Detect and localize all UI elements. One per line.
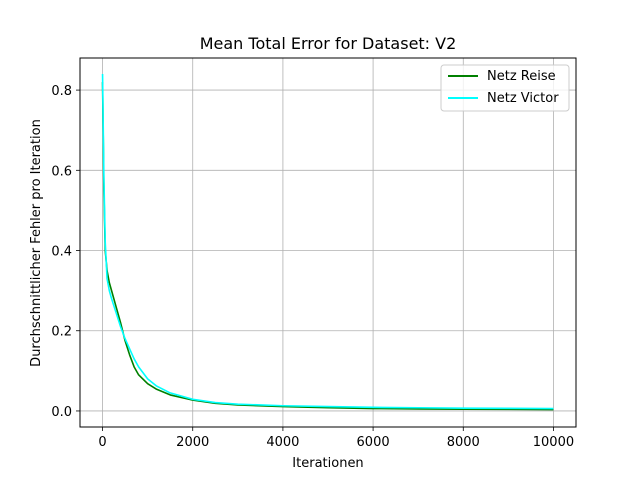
x-axis-label: Iterationen <box>292 456 363 471</box>
legend-label-netz-victor: Netz Victor <box>487 91 559 106</box>
x-ticks: 0 2000 4000 6000 8000 10000 <box>98 427 574 450</box>
series-line-netz-reise <box>101 82 554 411</box>
plot-frame <box>79 57 577 428</box>
x-tick-label: 8000 <box>447 435 480 450</box>
y-tick-label: 0.2 <box>51 325 72 340</box>
y-tick-label: 0.0 <box>51 405 72 420</box>
x-tick-label: 0 <box>98 435 106 450</box>
y-ticks: 0.0 0.2 0.4 0.6 0.8 <box>51 84 80 420</box>
series-layer <box>101 74 554 411</box>
y-tick-label: 0.4 <box>51 245 72 260</box>
y-axis-label: Durchschnittlicher Fehler pro Iteration <box>29 119 44 367</box>
legend: Netz Reise Netz Victor <box>440 64 570 112</box>
x-tick-label: 2000 <box>176 435 209 450</box>
x-tick-label: 10000 <box>533 435 574 450</box>
x-tick-label: 6000 <box>357 435 390 450</box>
x-tick-label: 4000 <box>266 435 299 450</box>
grid <box>80 58 576 427</box>
y-tick-label: 0.8 <box>51 84 72 99</box>
y-tick-label: 0.6 <box>51 164 72 179</box>
chart-title: Mean Total Error for Dataset: V2 <box>200 34 457 53</box>
legend-label-netz-reise: Netz Reise <box>487 69 556 84</box>
series-line-netz-victor <box>101 74 554 410</box>
